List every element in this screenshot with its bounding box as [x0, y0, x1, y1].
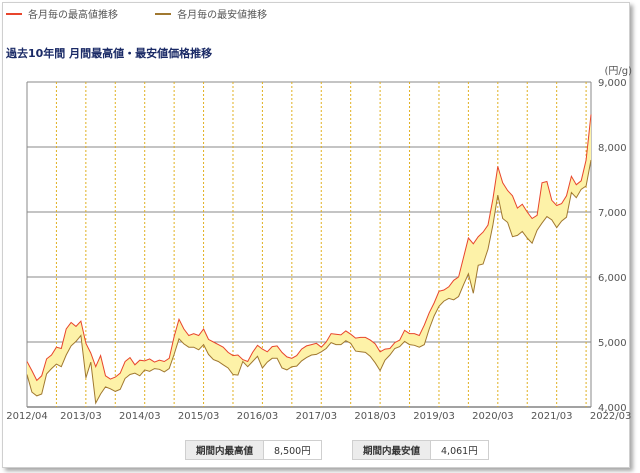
x-tick-label: 2014/03 [119, 411, 161, 422]
series-line-high [26, 114, 592, 382]
x-tick-label: 2016/03 [237, 411, 279, 422]
y-tick-label: 5,000 [598, 338, 627, 349]
x-tick-label: 2015/03 [178, 411, 220, 422]
y-tick-label: 9,000 [598, 78, 627, 89]
y-tick-label: 8,000 [598, 143, 627, 154]
stat-period-low: 期間内最安値 4,061円 [352, 440, 489, 460]
legend-swatch-high [6, 12, 22, 15]
y-axis-unit: (円/g) [604, 66, 632, 77]
legend-swatch-low [155, 12, 172, 15]
y-tick-label: 6,000 [598, 273, 627, 284]
series-line-low [26, 159, 592, 405]
x-tick-label: 2013/03 [60, 411, 102, 422]
x-tick-label: 2019/03 [413, 411, 455, 422]
x-tick-label: 2012/04 [6, 411, 48, 422]
stat-period-high: 期間内最高値 8,500円 [185, 440, 322, 460]
stat-high-label: 期間内最高値 [186, 441, 265, 459]
legend-label-low: 各月毎の最安値推移 [177, 10, 268, 21]
stat-low-label: 期間内最安値 [353, 441, 432, 459]
chart-legend: 各月毎の最高値推移 各月毎の最安値推移 [6, 6, 301, 21]
chart-title: 過去10年間 月間最高値・最安値価格推移 [6, 47, 213, 60]
y-tick-label: 7,000 [598, 208, 627, 219]
legend-label-high: 各月毎の最高値推移 [28, 10, 118, 21]
legend-item-high[interactable]: 各月毎の最高値推移 [6, 6, 118, 21]
x-tick-label: 2022/03 [590, 411, 632, 422]
stat-low-value: 4,061円 [431, 441, 488, 459]
x-tick-label: 2021/03 [531, 411, 573, 422]
stat-high-value: 8,500円 [264, 441, 321, 459]
x-tick-label: 2017/03 [296, 411, 338, 422]
range-band [27, 114, 591, 404]
x-tick-label: 2018/03 [354, 411, 396, 422]
y-tick-label: 4,000 [598, 403, 627, 414]
x-tick-label: 2020/03 [472, 411, 514, 422]
legend-item-low[interactable]: 各月毎の最安値推移 [155, 6, 267, 21]
